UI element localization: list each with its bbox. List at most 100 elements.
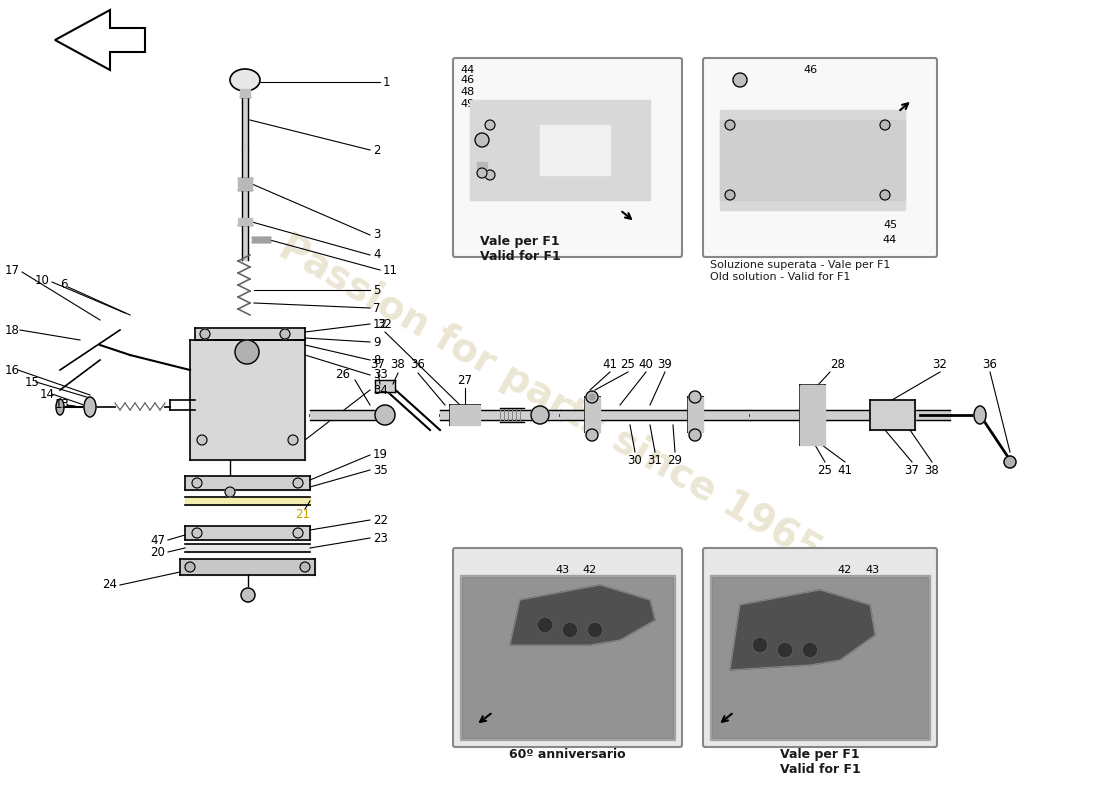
Text: 10: 10 xyxy=(35,274,50,286)
Bar xyxy=(470,100,650,200)
Circle shape xyxy=(725,120,735,130)
Text: 26: 26 xyxy=(336,369,350,382)
Text: 38: 38 xyxy=(390,358,406,371)
Circle shape xyxy=(300,562,310,572)
FancyBboxPatch shape xyxy=(453,58,682,257)
Text: 32: 32 xyxy=(377,318,393,331)
Circle shape xyxy=(192,478,202,488)
Circle shape xyxy=(485,120,495,130)
Circle shape xyxy=(485,170,495,180)
Text: 43: 43 xyxy=(865,565,879,575)
Bar xyxy=(180,559,315,575)
Text: 28: 28 xyxy=(830,358,845,371)
Circle shape xyxy=(587,622,603,638)
Text: 24: 24 xyxy=(102,578,117,591)
Circle shape xyxy=(689,429,701,441)
Text: 47: 47 xyxy=(150,534,165,546)
Bar xyxy=(240,89,250,97)
Bar xyxy=(450,405,480,425)
FancyBboxPatch shape xyxy=(453,548,682,747)
Circle shape xyxy=(733,73,747,87)
Text: 18: 18 xyxy=(6,323,20,337)
Circle shape xyxy=(531,406,549,424)
Circle shape xyxy=(537,617,553,633)
Circle shape xyxy=(689,391,701,403)
Text: 14: 14 xyxy=(40,387,55,401)
Circle shape xyxy=(562,622,578,638)
Text: 43: 43 xyxy=(554,565,569,575)
Text: 46: 46 xyxy=(803,65,817,75)
Bar xyxy=(185,544,310,552)
Text: 37: 37 xyxy=(371,358,385,371)
Polygon shape xyxy=(55,10,145,70)
Ellipse shape xyxy=(230,69,260,91)
Circle shape xyxy=(185,562,195,572)
Text: 19: 19 xyxy=(373,449,388,462)
Circle shape xyxy=(475,133,490,147)
Bar xyxy=(252,237,270,242)
Text: 42: 42 xyxy=(583,565,597,575)
Bar xyxy=(720,110,905,210)
Bar xyxy=(560,410,750,420)
Text: 21: 21 xyxy=(295,509,310,522)
Text: 44: 44 xyxy=(883,235,898,245)
Text: 33: 33 xyxy=(373,369,387,382)
Bar xyxy=(375,380,395,392)
Bar xyxy=(540,125,611,175)
Text: 36: 36 xyxy=(410,358,426,371)
Text: 5: 5 xyxy=(373,283,381,297)
Circle shape xyxy=(288,435,298,445)
Polygon shape xyxy=(510,585,654,645)
Bar xyxy=(190,340,305,460)
Ellipse shape xyxy=(84,397,96,417)
Circle shape xyxy=(226,487,235,497)
Bar xyxy=(195,328,305,340)
Text: 25: 25 xyxy=(817,463,833,477)
Bar xyxy=(870,400,915,430)
Text: 38: 38 xyxy=(925,463,939,477)
Text: 36: 36 xyxy=(982,358,998,371)
FancyBboxPatch shape xyxy=(703,58,937,257)
Text: 7: 7 xyxy=(373,302,381,314)
Bar xyxy=(720,120,905,200)
Text: 3: 3 xyxy=(373,229,381,242)
Bar xyxy=(310,410,380,420)
Circle shape xyxy=(1004,456,1016,468)
Text: 39: 39 xyxy=(658,358,672,371)
Text: 29: 29 xyxy=(668,454,682,466)
Bar xyxy=(238,218,252,225)
Text: 16: 16 xyxy=(6,363,20,377)
Bar xyxy=(185,526,310,540)
Text: 15: 15 xyxy=(25,375,40,389)
Text: 20: 20 xyxy=(150,546,165,558)
Text: Passion for parts since 1965: Passion for parts since 1965 xyxy=(272,229,828,571)
Circle shape xyxy=(293,528,303,538)
Text: 9: 9 xyxy=(373,335,381,349)
Ellipse shape xyxy=(56,399,64,415)
Circle shape xyxy=(477,168,487,178)
Text: 17: 17 xyxy=(6,263,20,277)
Circle shape xyxy=(280,329,290,339)
Text: 12: 12 xyxy=(373,318,388,330)
Bar xyxy=(712,577,928,738)
Text: 2: 2 xyxy=(373,143,381,157)
Circle shape xyxy=(200,329,210,339)
Text: 35: 35 xyxy=(373,463,387,477)
Circle shape xyxy=(192,528,202,538)
Text: 31: 31 xyxy=(648,454,662,466)
FancyBboxPatch shape xyxy=(703,548,937,747)
Circle shape xyxy=(725,190,735,200)
Text: 49: 49 xyxy=(460,99,474,109)
Bar xyxy=(688,397,703,432)
Text: 30: 30 xyxy=(628,454,642,466)
Bar xyxy=(477,162,487,168)
Text: Soluzione superata - Vale per F1
Old solution - Valid for F1: Soluzione superata - Vale per F1 Old sol… xyxy=(710,260,890,282)
Circle shape xyxy=(235,340,258,364)
Text: 37: 37 xyxy=(904,463,920,477)
Text: 13: 13 xyxy=(55,398,70,411)
Text: 32: 32 xyxy=(933,358,947,371)
Text: 48: 48 xyxy=(460,87,474,97)
Text: Vale per F1
Valid for F1: Vale per F1 Valid for F1 xyxy=(780,748,860,776)
Circle shape xyxy=(777,642,793,658)
Circle shape xyxy=(880,190,890,200)
